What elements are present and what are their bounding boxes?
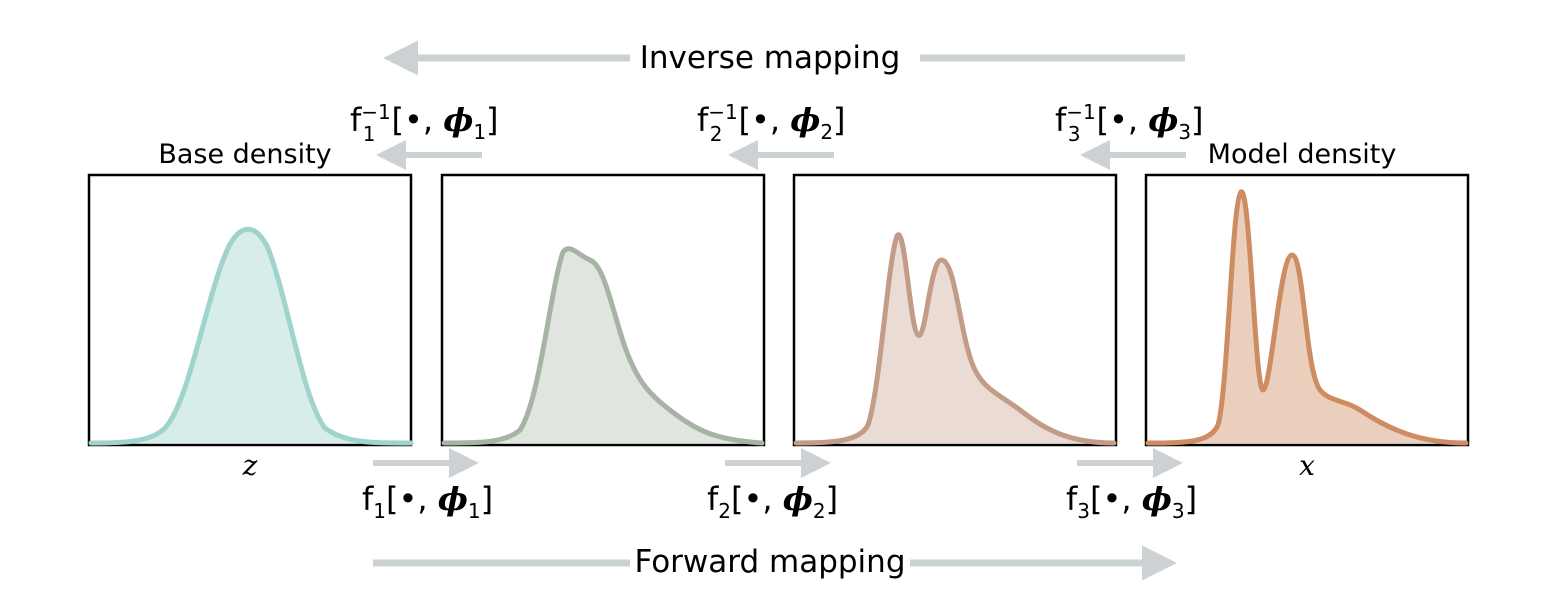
forward-function-label-1: f1[•, ϕ1] — [362, 480, 493, 523]
panel-frame — [87, 173, 413, 447]
density-curve — [793, 232, 1117, 446]
panel-frame — [792, 173, 1118, 447]
panel-frame — [440, 173, 766, 447]
inverse-mapping-label: Inverse mapping — [640, 40, 901, 76]
inverse-function-label-1: f−1 1 [•, ϕ1] — [350, 100, 499, 146]
density-panel-3 — [792, 173, 1118, 447]
density-curve — [1145, 189, 1469, 446]
density-fill — [1148, 191, 1466, 443]
density-curve — [88, 226, 414, 446]
density-panel-2 — [440, 173, 766, 447]
inverse-function-label-2: f−1 2 [•, ϕ2] — [697, 100, 846, 146]
density-fill — [444, 248, 762, 443]
forward-function-label-2: f2[•, ϕ2] — [707, 480, 838, 523]
model-axis-label: x — [1299, 449, 1315, 482]
panel-frame — [1144, 173, 1470, 447]
density-panel-4 — [1144, 173, 1470, 447]
inverse-function-label-3: f−1 3 [•, ϕ3] — [1055, 100, 1204, 146]
model-density-title: Model density — [1208, 139, 1397, 170]
forward-mapping-label: Forward mapping — [634, 544, 905, 580]
density-fill — [796, 234, 1114, 443]
forward-function-label-3: f3[•, ϕ3] — [1066, 480, 1197, 523]
base-axis-label: z — [242, 449, 258, 482]
density-fill — [91, 229, 411, 443]
density-curve — [441, 246, 765, 446]
base-density-title: Base density — [158, 139, 331, 170]
density-panel-1 — [87, 173, 414, 447]
